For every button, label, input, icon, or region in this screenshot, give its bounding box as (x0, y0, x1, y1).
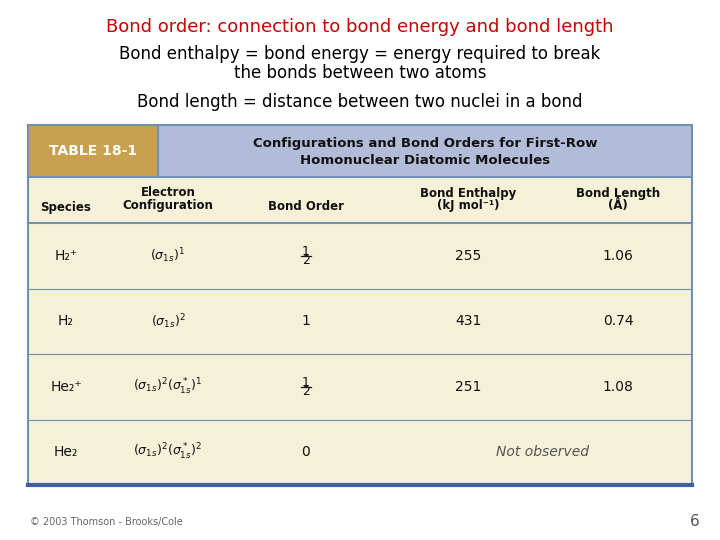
Text: $(\sigma_{1s})^2(\sigma^*_{1s})^1$: $(\sigma_{1s})^2(\sigma^*_{1s})^1$ (133, 377, 202, 397)
Text: Bond Enthalpy: Bond Enthalpy (420, 186, 516, 199)
Text: 1.06: 1.06 (603, 249, 634, 263)
Text: TABLE 18-1: TABLE 18-1 (49, 144, 137, 158)
Text: 2: 2 (302, 385, 310, 399)
Text: H₂: H₂ (58, 314, 74, 328)
Text: (kJ mol⁻¹): (kJ mol⁻¹) (437, 199, 499, 213)
Text: 1: 1 (302, 314, 310, 328)
Bar (158, 125, 692, 177)
Text: Bond Length: Bond Length (576, 186, 660, 199)
Text: Species: Species (40, 200, 91, 213)
Text: (Å): (Å) (608, 199, 628, 213)
Text: 6: 6 (690, 515, 700, 530)
Text: Bond Order: Bond Order (268, 200, 344, 213)
Text: Not observed: Not observed (497, 446, 590, 459)
Text: 1: 1 (302, 245, 310, 258)
Text: Electron: Electron (140, 186, 195, 199)
Text: 1.08: 1.08 (603, 380, 634, 394)
Text: 431: 431 (455, 314, 481, 328)
Text: 1: 1 (302, 376, 310, 389)
Text: $(\sigma_{1s})^1$: $(\sigma_{1s})^1$ (150, 246, 186, 265)
Bar (28, 125, 158, 177)
Bar (28, 177, 692, 485)
Text: Bond order: connection to bond energy and bond length: Bond order: connection to bond energy an… (107, 18, 613, 36)
Text: © 2003 Thomson - Brooks/Cole: © 2003 Thomson - Brooks/Cole (30, 517, 183, 527)
Text: 251: 251 (455, 380, 481, 394)
Text: H₂⁺: H₂⁺ (55, 249, 78, 263)
Text: 2: 2 (302, 254, 310, 267)
Text: the bonds between two atoms: the bonds between two atoms (234, 64, 486, 82)
Text: 0: 0 (302, 446, 310, 459)
Text: Homonuclear Diatomic Molecules: Homonuclear Diatomic Molecules (300, 153, 550, 166)
Text: He₂⁺: He₂⁺ (50, 380, 82, 394)
Text: $(\sigma_{1s})^2$: $(\sigma_{1s})^2$ (150, 312, 186, 330)
Text: Bond enthalpy = bond energy = energy required to break: Bond enthalpy = bond energy = energy req… (120, 45, 600, 63)
Text: 0.74: 0.74 (603, 314, 634, 328)
Text: $(\sigma_{1s})^2(\sigma^*_{1s})^2$: $(\sigma_{1s})^2(\sigma^*_{1s})^2$ (133, 442, 202, 462)
Text: Configurations and Bond Orders for First-Row: Configurations and Bond Orders for First… (253, 137, 598, 150)
Text: Configuration: Configuration (122, 199, 213, 213)
Text: He₂: He₂ (54, 446, 78, 459)
Text: Bond length = distance between two nuclei in a bond: Bond length = distance between two nucle… (138, 93, 582, 111)
Text: 255: 255 (455, 249, 481, 263)
